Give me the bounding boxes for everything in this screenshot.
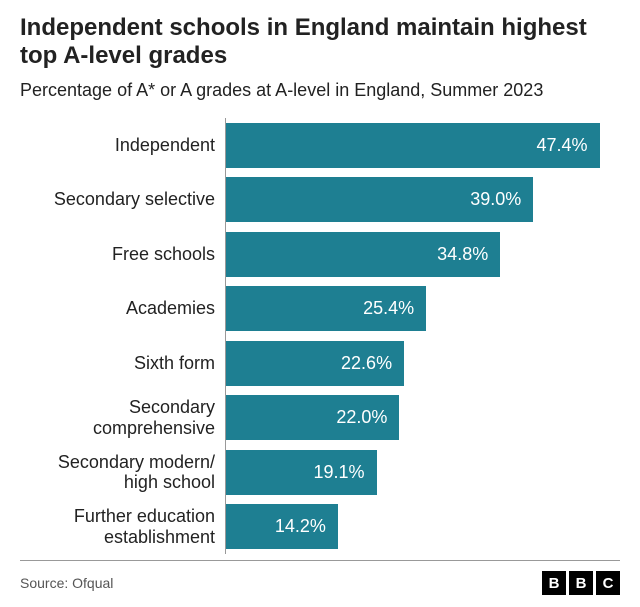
bar-value-label: 39.0%: [470, 189, 521, 210]
bar: 39.0%: [226, 177, 533, 222]
bar: 47.4%: [226, 123, 600, 168]
bar-row: 39.0%: [226, 173, 620, 228]
bar-value-label: 22.6%: [341, 353, 392, 374]
bar-row: 47.4%: [226, 118, 620, 173]
category-label: Secondary modern/ high school: [20, 445, 225, 500]
bar: 19.1%: [226, 450, 377, 495]
bar-row: 34.8%: [226, 227, 620, 282]
source-text: Source: Ofqual: [20, 575, 113, 591]
category-label: Secondary comprehensive: [20, 391, 225, 446]
bars-area: 47.4% 39.0% 34.8% 25.4% 22.6% 22.0% 19.1% 14.2%: [226, 118, 620, 554]
bar-value-label: 22.0%: [336, 407, 387, 428]
category-label: Free schools: [20, 227, 225, 282]
chart-container: Independent schools in England maintain …: [0, 0, 640, 607]
chart-title: Independent schools in England maintain …: [20, 14, 620, 71]
bar: 34.8%: [226, 232, 500, 277]
category-label: Secondary selective: [20, 173, 225, 228]
bar: 22.6%: [226, 341, 404, 386]
bar-value-label: 25.4%: [363, 298, 414, 319]
bar-row: 14.2%: [226, 500, 620, 555]
category-axis: IndependentSecondary selectiveFree schoo…: [20, 118, 226, 554]
bar-row: 25.4%: [226, 282, 620, 337]
bar: 14.2%: [226, 504, 338, 549]
bar: 25.4%: [226, 286, 426, 331]
logo-box: C: [596, 571, 620, 595]
category-label: Independent: [20, 118, 225, 173]
logo-box: B: [569, 571, 593, 595]
chart-subtitle: Percentage of A* or A grades at A-level …: [20, 79, 620, 102]
chart-footer: Source: Ofqual B B C: [20, 560, 620, 595]
logo-box: B: [542, 571, 566, 595]
bar-value-label: 14.2%: [275, 516, 326, 537]
bar-row: 22.0%: [226, 391, 620, 446]
category-label: Further education establishment: [20, 500, 225, 555]
category-label: Sixth form: [20, 336, 225, 391]
bbc-logo: B B C: [542, 571, 620, 595]
bar-row: 22.6%: [226, 336, 620, 391]
bar-row: 19.1%: [226, 445, 620, 500]
bar-chart: IndependentSecondary selectiveFree schoo…: [20, 118, 620, 554]
category-label: Academies: [20, 282, 225, 337]
bar: 22.0%: [226, 395, 399, 440]
bar-value-label: 47.4%: [536, 135, 587, 156]
bar-value-label: 19.1%: [313, 462, 364, 483]
bar-value-label: 34.8%: [437, 244, 488, 265]
